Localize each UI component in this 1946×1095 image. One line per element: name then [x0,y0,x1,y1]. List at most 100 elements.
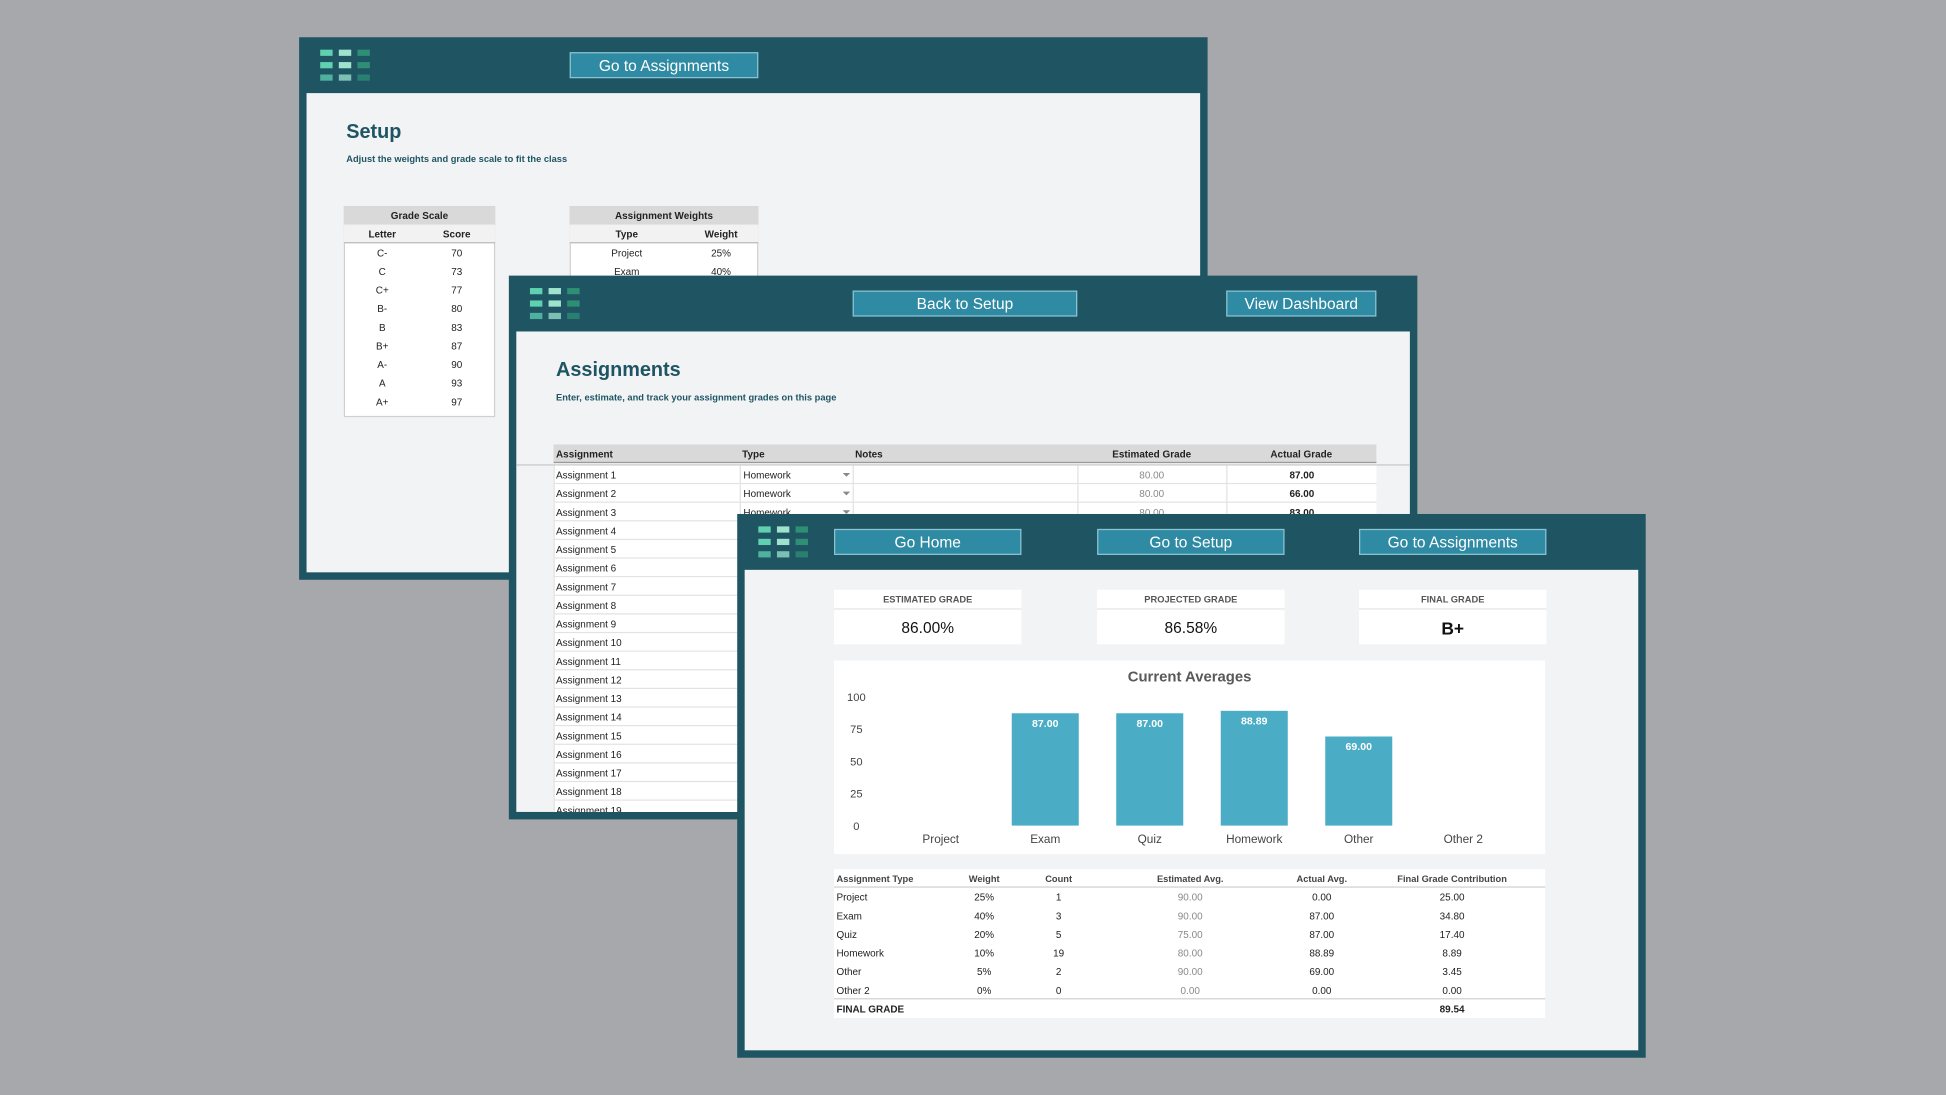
logo-cell [338,62,352,69]
bar [1325,736,1393,826]
cell-border [1077,502,1079,522]
value-label: 69.00 [1346,741,1373,753]
y-tick-label: 100 [847,692,866,704]
cell: A- [377,358,388,370]
logo-cell [548,288,561,295]
column-header: Actual Grade [1270,448,1333,460]
cell: Other [836,965,862,978]
header-rule [516,464,1410,466]
cell: 5 [1055,928,1062,940]
kpi-label: PROJECTED GRADE [1144,593,1238,605]
cell: Assignment 11 [556,655,621,667]
cell: Homework [743,506,791,518]
column-header: Letter [368,228,397,240]
cell-border [553,707,555,727]
y-tick-label: 25 [850,789,862,801]
cell: 75.00 [1177,928,1203,940]
column-header: Score [442,228,471,240]
cell: A [378,377,386,389]
total-label: FINAL GRADE [836,1003,905,1015]
cell: 10% [974,947,995,959]
cell-border [1226,465,1228,485]
cell: 87.00 [1289,469,1315,481]
column-header: Type [742,448,765,460]
cell-border [553,465,555,485]
nav-button[interactable]: Go Home [834,528,1022,555]
dashboard-window: ESTIMATED GRADE 86.00% PROJECTED GRADE 86.5… [737,513,1646,1058]
total-rule [834,998,1546,1000]
kpi-value: B+ [1441,617,1465,638]
cell: 97 [451,396,463,408]
cell: 0.00 [1312,984,1332,996]
logo-cell [320,62,333,69]
cell: Assignment 14 [556,711,622,723]
cell: 77 [451,284,463,296]
logo-cell [758,551,771,558]
nav-button[interactable]: Go to Assignments [569,52,759,79]
cell: B+ [376,340,389,352]
kpi-label: ESTIMATED GRADE [883,593,973,605]
x-tick-label: Project [922,833,959,846]
logo-cell [320,74,333,81]
cell-border [1077,465,1079,485]
table-row [553,465,1377,485]
cell: 25% [711,247,732,259]
x-tick-label: Quiz [1138,833,1162,846]
cell: 90.00 [1177,891,1203,903]
logo-cell [529,300,543,307]
nav-button[interactable]: Back to Setup [852,290,1078,317]
nav-button[interactable]: View Dashboard [1226,290,1377,317]
column-header: Weight [968,872,1000,884]
bar [1011,713,1079,826]
cell: 69.00 [1309,965,1335,978]
cell: Assignment 7 [556,581,617,593]
cell: Assignment 15 [556,730,622,742]
logo-cell [320,49,333,56]
page-subtitle: Adjust the weights and grade scale to fi… [346,153,568,165]
cell: 88.89 [1309,947,1335,959]
cell: Assignment 8 [556,599,617,611]
cell: 87.00 [1309,928,1335,940]
cell: 5% [977,965,992,978]
cell: 80 [451,302,463,315]
window-body: ESTIMATED GRADE 86.00% PROJECTED GRADE 86.5… [744,569,1639,1051]
page-title: Assignments [556,360,681,382]
cell-border [1077,484,1079,503]
column-header: Type [615,228,638,240]
nav-button[interactable]: Go to Setup [1097,528,1285,555]
bar [1116,713,1184,826]
cell-border [553,484,555,503]
cell: Homework [836,947,884,959]
x-tick-label: Exam [1030,833,1060,846]
cell: Assignment 18 [556,785,622,798]
logo-cell [567,288,580,295]
logo-cell [548,312,561,320]
logo-cell [567,312,580,320]
logo-cell [357,74,370,81]
cell-border [1226,484,1228,503]
cell-border [553,614,555,634]
value-label: 87.00 [1032,718,1059,730]
nav-button[interactable]: Go to Assignments [1359,528,1547,555]
kpi-value: 86.00% [901,618,955,637]
cell: 80.00 [1177,947,1203,959]
header-bar [343,224,496,244]
table-row [553,484,1377,503]
kpi-value: 86.58% [1164,618,1218,637]
cell-border [553,782,555,801]
cell: B [378,321,386,333]
cell: 34.80 [1439,910,1465,922]
cell: 90 [451,358,463,370]
column-header: Assignment Type [836,872,914,884]
cell: Assignment 17 [556,767,622,779]
cell-border [553,726,555,745]
chart: Current Averages 0 25 50 75 100 Project Exam 87.… [847,670,1483,846]
kpi-label: FINAL GRADE [1420,593,1485,605]
cell: A+ [376,396,389,408]
header-rule [834,886,1546,888]
cell: 40% [711,265,732,277]
cell: 17.40 [1439,928,1465,940]
cell-border [553,502,555,522]
table-title-bar [569,206,759,225]
cell: 0.00 [1180,984,1200,996]
